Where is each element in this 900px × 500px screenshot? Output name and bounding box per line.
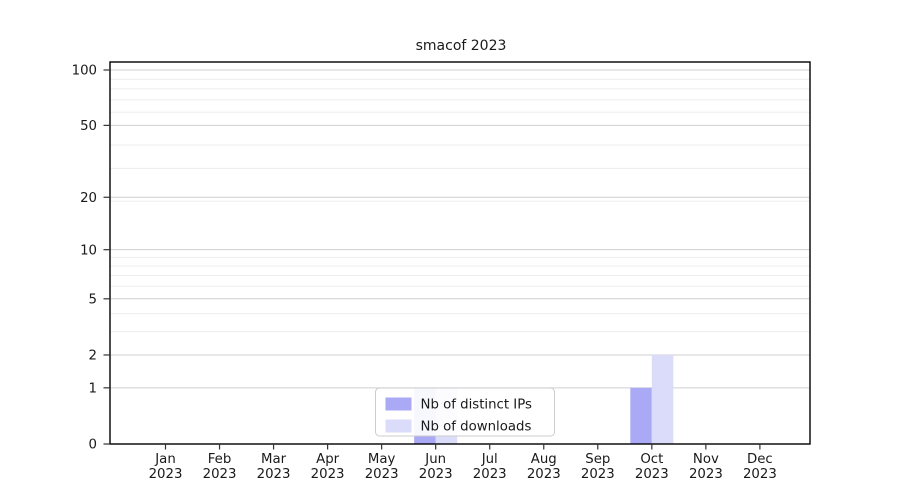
x-tick-label-month: Jun	[424, 452, 446, 467]
x-tick-label-year: 2023	[689, 467, 723, 482]
legend: Nb of distinct IPs Nb of downloads	[375, 387, 555, 437]
y-tick-label: 2	[89, 349, 97, 364]
x-tick-label-year: 2023	[473, 467, 507, 482]
x-tick-label-year: 2023	[203, 467, 237, 482]
x-tick-label-year: 2023	[419, 467, 453, 482]
x-tick-label-month: Aug	[531, 452, 557, 467]
x-tick-label-year: 2023	[743, 467, 777, 482]
plot-frame	[109, 61, 811, 445]
y-tick-label: 50	[80, 119, 97, 134]
bar-distinct-ips-oct	[630, 387, 652, 444]
y-tick-label: 20	[80, 191, 97, 206]
x-tick-label-month: Dec	[747, 452, 773, 467]
x-tick-label-year: 2023	[527, 467, 561, 482]
y-tick-label: 10	[80, 243, 97, 258]
major-gridlines	[110, 69, 810, 389]
x-tick-label-year: 2023	[635, 467, 669, 482]
legend-swatch-downloads	[385, 419, 412, 433]
minor-gridlines	[110, 78, 810, 333]
x-axis: Jan2023Feb2023Mar2023Apr2023May2023Jun20…	[149, 444, 777, 482]
x-tick-label-month: Mar	[261, 452, 287, 467]
x-tick-label-month: Jan	[154, 452, 176, 467]
x-tick-label-month: Jul	[481, 452, 498, 467]
legend-box	[375, 387, 555, 437]
x-tick-label-year: 2023	[581, 467, 615, 482]
x-tick-label-month: Nov	[693, 452, 719, 467]
y-tick-label: 100	[72, 64, 97, 79]
x-tick-label-month: Oct	[640, 452, 663, 467]
y-axis: 0 1 2 5 10 20 50 100	[72, 64, 110, 453]
bar-downloads-oct	[651, 354, 674, 444]
legend-swatch-distinct-ips	[385, 397, 412, 411]
x-tick-label-month: May	[368, 452, 396, 467]
x-tick-label-year: 2023	[257, 467, 291, 482]
legend-label-downloads: Nb of downloads	[421, 420, 532, 435]
chart-title: smacof 2023	[416, 38, 507, 54]
legend-label-distinct-ips: Nb of distinct IPs	[421, 398, 533, 413]
x-tick-label-year: 2023	[365, 467, 399, 482]
x-tick-label-year: 2023	[149, 467, 183, 482]
x-tick-label-month: Feb	[208, 452, 232, 467]
y-tick-label: 1	[89, 381, 97, 396]
x-tick-label-month: Sep	[585, 452, 610, 467]
x-tick-label-year: 2023	[311, 467, 345, 482]
y-tick-label: 0	[89, 438, 97, 453]
y-tick-label: 5	[89, 292, 97, 307]
x-tick-label-month: Apr	[316, 452, 340, 467]
